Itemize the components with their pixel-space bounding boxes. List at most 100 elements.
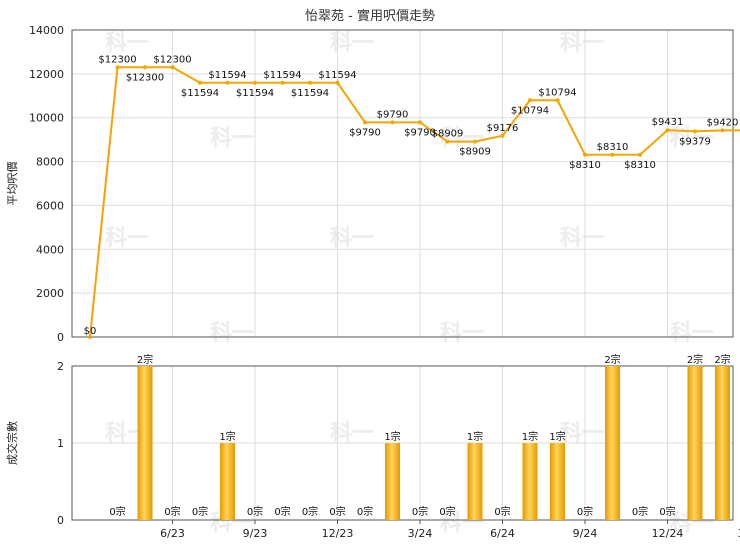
price-point	[170, 65, 175, 70]
y-tick-label: 14000	[29, 24, 64, 37]
volume-data-label: 0宗	[412, 505, 428, 518]
price-point	[335, 80, 340, 85]
price-data-label: $9790	[349, 127, 381, 138]
volume-bar	[715, 366, 730, 520]
price-data-label: $9176	[487, 123, 519, 134]
price-data-label: $12300	[153, 54, 191, 65]
volume-data-label: 0宗	[302, 505, 318, 518]
volume-data-label: 2宗	[604, 353, 620, 366]
price-data-label: $10794	[511, 105, 549, 116]
watermark-text: 科一	[670, 321, 714, 346]
y-tick-label: 4000	[36, 243, 64, 256]
price-point	[693, 129, 697, 134]
price-point	[198, 80, 202, 85]
watermark-text: 科一	[210, 126, 254, 151]
x-tick-label: 12/23	[322, 527, 354, 540]
price-point	[88, 335, 92, 339]
volume-bar	[385, 443, 400, 520]
price-data-label: $9379	[679, 136, 711, 147]
price-point	[445, 139, 450, 144]
x-tick-label: 9/24	[573, 527, 598, 540]
y-tick-label: 10000	[29, 112, 64, 125]
price-point	[418, 120, 422, 125]
volume-data-label: 2宗	[687, 353, 703, 366]
price-data-label: $8909	[432, 129, 464, 140]
y-tick-label: 6000	[36, 199, 64, 212]
watermark-text: 科一	[560, 421, 604, 446]
volume-data-label: 0宗	[439, 505, 455, 518]
price-point	[390, 120, 395, 125]
volume-data-label: 0宗	[577, 505, 593, 518]
price-data-label: $11594	[318, 70, 356, 81]
price-data-label: $12300	[98, 54, 136, 65]
watermark-text: 科一	[330, 226, 374, 251]
watermark-text: 科一	[440, 126, 484, 151]
y-tick-label: 12000	[29, 68, 64, 81]
volume-data-label: 0宗	[632, 505, 648, 518]
price-point	[555, 98, 560, 103]
price-data-label: $8909	[459, 147, 491, 158]
x-tick-label: 12/24	[652, 527, 684, 540]
chart-title: 怡翠苑 - 實用呎價走勢	[305, 8, 435, 24]
price-point	[143, 65, 147, 70]
price-data-label: $11594	[291, 88, 329, 99]
price-data-label: $11594	[236, 88, 274, 99]
volume-bar	[467, 443, 483, 520]
watermark-text: 科一	[105, 31, 149, 56]
volume-data-label: 1宗	[522, 430, 538, 443]
volume-data-label: 0宗	[109, 505, 125, 518]
price-data-label: $9431	[652, 117, 684, 128]
price-data-label: $11594	[208, 70, 246, 81]
price-point	[583, 152, 587, 157]
price-data-label: $11594	[263, 70, 301, 81]
x-tick-label: 3/24	[408, 527, 433, 540]
price-point	[610, 152, 615, 157]
price-line	[89, 66, 740, 338]
y-axis-label: 平均呎價	[5, 162, 19, 206]
price-point	[638, 152, 642, 157]
price-point	[253, 80, 257, 85]
y-tick-label: 0	[57, 331, 64, 344]
price-data-label: $9790	[404, 127, 436, 138]
y-tick-label: 1	[57, 437, 64, 450]
bottom-plot-frame	[71, 365, 734, 521]
x-tick-label: 6/23	[160, 527, 185, 540]
volume-data-label: 0宗	[357, 505, 373, 518]
y-tick-label: 2000	[36, 287, 64, 300]
volume-data-label: 0宗	[659, 505, 675, 518]
y-tick-label: 8000	[36, 156, 64, 169]
volume-bar	[687, 366, 703, 520]
price-data-label: $8310	[569, 160, 601, 171]
volume-data-label: 2宗	[714, 353, 730, 366]
watermark-text: 科一	[560, 226, 604, 251]
volume-data-label: 1宗	[219, 430, 235, 443]
price-data-label: $9790	[377, 109, 409, 120]
volume-bar	[605, 366, 620, 520]
price-data-label: $9420	[707, 117, 739, 128]
price-point	[720, 128, 725, 133]
volume-data-label: 0宗	[329, 505, 345, 518]
volume-data-label: 0宗	[164, 505, 180, 518]
x-tick-label: 6/24	[490, 527, 515, 540]
price-point	[225, 80, 230, 85]
watermark-text: 科一	[210, 321, 254, 346]
y-tick-label: 0	[57, 514, 64, 527]
volume-data-label: 0宗	[192, 505, 208, 518]
price-data-label: $10794	[538, 87, 576, 98]
price-point	[280, 80, 285, 85]
price-point	[528, 98, 532, 103]
x-tick-label: 9/23	[243, 527, 268, 540]
volume-data-label: 1宗	[467, 430, 483, 443]
volume-data-label: 1宗	[384, 430, 400, 443]
top-plot-frame	[71, 29, 734, 338]
y-tick-label: 2	[57, 360, 64, 373]
volume-bar	[220, 443, 235, 520]
watermark-text: 科一	[330, 421, 374, 446]
price-data-label: $8310	[597, 142, 629, 153]
volume-data-label: 0宗	[274, 505, 290, 518]
watermark-text: 科一	[560, 31, 604, 56]
watermark-text: 科一	[105, 226, 149, 251]
price-point	[308, 80, 312, 85]
